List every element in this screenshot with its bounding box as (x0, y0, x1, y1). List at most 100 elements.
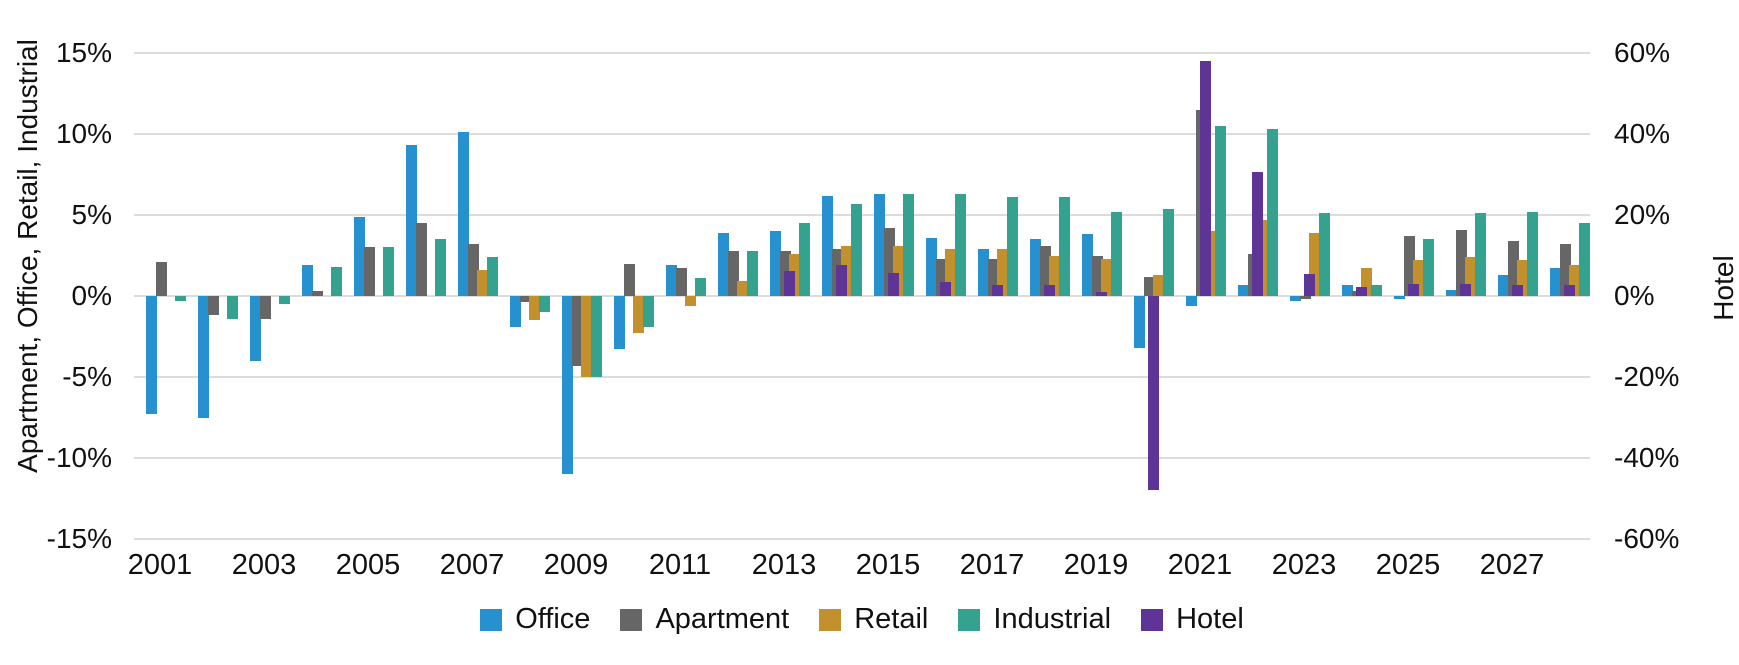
x-axis-tick-label: 2027 (1479, 549, 1545, 581)
bar-hotel-2027 (1512, 285, 1523, 296)
gridline (134, 295, 1590, 297)
bar-industrial-2025 (1423, 239, 1435, 296)
bar-apartment-2020 (1143, 276, 1155, 296)
bar-industrial-2023 (1319, 213, 1331, 296)
x-axis-tick-label: 2025 (1375, 549, 1441, 581)
legend-label-office: Office (515, 603, 591, 635)
bar-office-2001 (146, 296, 157, 415)
bar-retail-2023 (1309, 232, 1321, 296)
bar-industrial-2005 (383, 247, 395, 296)
bar-office-2027 (1498, 274, 1509, 296)
right-axis-tick-label: 40% (1614, 118, 1671, 149)
legend-item-hotel: Hotel (1141, 603, 1244, 636)
left-axis-title: Apartment, Office, Retail, Industrial (12, 39, 43, 473)
bar-industrial-2004 (331, 266, 343, 296)
left-axis-tick-label: 5% (71, 199, 112, 230)
bar-office-2009 (562, 296, 573, 475)
bar-retail-2018 (1049, 255, 1061, 296)
right-axis-tick-label: 60% (1614, 37, 1671, 68)
bar-industrial-2019 (1111, 211, 1123, 296)
legend-item-retail: Retail (819, 603, 928, 636)
bar-industrial-2002 (227, 296, 239, 319)
bar-industrial-2012 (747, 250, 759, 296)
bar-industrial-2008 (539, 296, 551, 313)
bar-industrial-2016 (955, 193, 967, 296)
x-axis-tick-label: 2007 (439, 549, 505, 581)
bar-office-2019 (1082, 234, 1093, 296)
bar-industrial-2028 (1579, 223, 1591, 296)
bar-apartment-2018 (1039, 245, 1051, 296)
gridline (134, 376, 1590, 378)
bar-industrial-2007 (487, 257, 499, 296)
bar-industrial-2026 (1475, 213, 1487, 296)
bar-office-2015 (874, 193, 885, 296)
bar-industrial-2021 (1215, 125, 1227, 296)
bar-hotel-2019 (1096, 291, 1107, 296)
legend-swatch-apartment-icon (620, 608, 643, 631)
bar-industrial-2011 (695, 278, 707, 296)
legend-swatch-office-icon (480, 608, 503, 631)
bar-apartment-2006 (415, 223, 427, 296)
bar-hotel-2017 (992, 285, 1003, 296)
right-axis-tick-label: 0% (1614, 280, 1655, 311)
bar-retail-2009 (581, 296, 593, 377)
bar-industrial-2001 (175, 296, 187, 301)
bar-hotel-2028 (1564, 285, 1575, 296)
bar-office-2012 (718, 232, 729, 296)
bar-office-2008 (510, 296, 521, 327)
bar-industrial-2009 (591, 296, 603, 377)
bar-apartment-2003 (259, 296, 271, 319)
legend-label-industrial: Industrial (993, 603, 1112, 635)
bar-industrial-2018 (1059, 197, 1071, 296)
bar-industrial-2014 (851, 203, 863, 296)
bar-apartment-2007 (467, 244, 479, 296)
gridline (134, 52, 1590, 54)
bar-retail-2020 (1153, 274, 1165, 296)
legend: Office Apartment Retail Industrial Hotel (134, 603, 1590, 636)
bar-industrial-2020 (1163, 208, 1175, 296)
bar-office-2020 (1134, 296, 1145, 348)
gridline (134, 538, 1590, 540)
bar-hotel-2014 (836, 265, 847, 296)
bar-retail-2010 (633, 296, 645, 334)
left-axis-tick-label: 15% (55, 37, 112, 68)
bar-industrial-2017 (1007, 197, 1019, 296)
bar-retail-2015 (893, 245, 905, 296)
left-axis-tick-label: 10% (55, 118, 112, 149)
bar-industrial-2027 (1527, 211, 1539, 296)
bar-office-2011 (666, 265, 677, 296)
bar-hotel-2023 (1304, 274, 1315, 296)
x-axis-tick-label: 2021 (1167, 549, 1233, 581)
bar-industrial-2022 (1267, 129, 1279, 296)
legend-item-office: Office (480, 603, 590, 636)
left-axis-tick-label: -5% (62, 361, 112, 392)
bar-apartment-2010 (623, 263, 635, 296)
bar-retail-2017 (997, 249, 1009, 296)
bar-industrial-2010 (643, 296, 655, 327)
bar-office-2028 (1550, 268, 1561, 296)
bar-apartment-2026 (1455, 229, 1467, 296)
bar-retail-2012 (737, 281, 749, 296)
bar-office-2014 (822, 195, 833, 296)
legend-label-apartment: Apartment (655, 603, 790, 635)
bar-apartment-2004 (311, 291, 323, 296)
bar-hotel-2025 (1408, 283, 1419, 296)
gridline (134, 457, 1590, 459)
bar-office-2004 (302, 265, 313, 296)
left-axis-tick-label: -15% (46, 523, 112, 554)
bar-office-2018 (1030, 239, 1041, 296)
bar-hotel-2022 (1252, 171, 1263, 296)
bar-retail-2007 (477, 270, 489, 296)
bar-office-2013 (770, 231, 781, 296)
bar-office-2006 (406, 145, 417, 296)
bar-office-2022 (1238, 284, 1249, 296)
bar-apartment-2025 (1403, 236, 1415, 296)
x-axis-tick-label: 2001 (127, 549, 193, 581)
bar-hotel-2016 (940, 282, 951, 296)
bar-office-2010 (614, 296, 625, 350)
x-axis-tick-label: 2011 (648, 549, 712, 581)
legend-swatch-retail-icon (819, 608, 842, 631)
bar-office-2016 (926, 237, 937, 296)
bar-apartment-2008 (519, 296, 531, 303)
